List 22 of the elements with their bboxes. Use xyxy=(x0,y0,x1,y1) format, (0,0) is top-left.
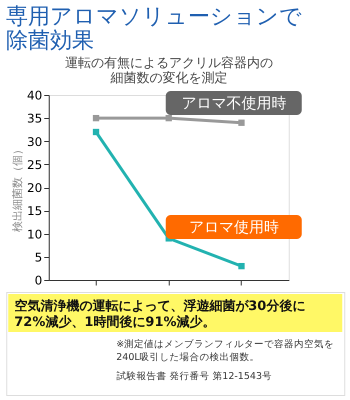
series-label: アロマ不使用時 xyxy=(181,94,286,112)
y-tick-label: 35 xyxy=(26,112,42,126)
y-tick-label: 40 xyxy=(26,88,42,102)
chart-title: 専用アロマソリューションで除菌効果 xyxy=(6,4,302,54)
y-tick-label: 25 xyxy=(26,158,42,172)
text: ※測定値はメンブランフィルターで容器内空気を240L吸引した場合の検出個数。 xyxy=(116,338,334,363)
y-tick-label: 10 xyxy=(26,227,42,242)
y-tick-label: 30 xyxy=(26,134,42,149)
y-axis-title: 検出細菌数（個） xyxy=(10,144,24,232)
point xyxy=(92,128,100,136)
chart-subtitle: 運転の有無によるアクリル容器内の細菌数の変化を測定 xyxy=(64,55,273,86)
text: 試験報告書 発行番号 第12-1543号 xyxy=(116,370,272,382)
y-tick-label: 15 xyxy=(26,204,42,218)
point xyxy=(238,120,245,126)
point xyxy=(166,114,172,122)
point xyxy=(92,114,100,122)
point xyxy=(238,262,245,270)
series-label: アロマ使用時 xyxy=(188,218,279,236)
y-tick-label: 0 xyxy=(34,274,42,288)
y-tick-label: 20 xyxy=(26,181,42,195)
y-tick-label: 5 xyxy=(34,250,42,264)
text: 空気清浄機の運転によって、浮遊細菌が30分後に72%減少、1時間後に91%減少。 xyxy=(14,298,306,330)
